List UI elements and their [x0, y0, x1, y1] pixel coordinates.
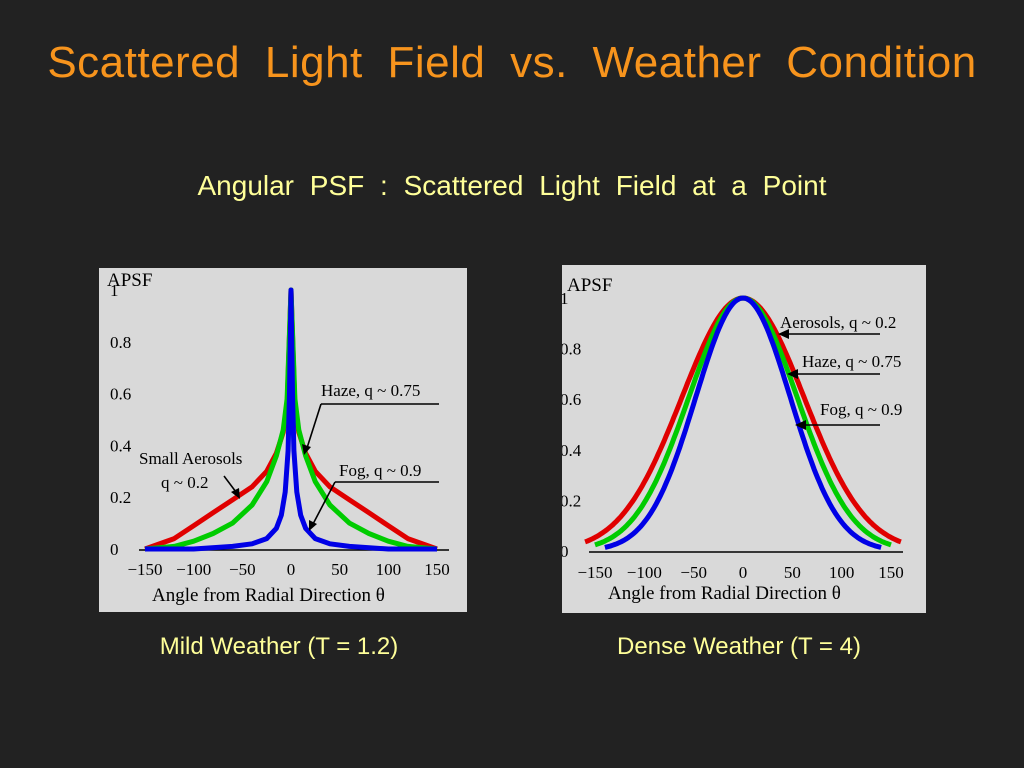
x-axis-label: Angle from Radial Direction θ	[608, 583, 841, 604]
x-tick-label: 0	[287, 560, 296, 579]
aerosols-annotation-line2: q ~ 0.2	[161, 473, 208, 492]
dense-weather-chart-panel: 0 0.2 0.4 0.6 0.8 1 −150 −100 −50 0 50 100 150 APSF An…	[562, 265, 926, 613]
aerosols-arrow	[223, 475, 237, 493]
aerosols-arrowhead	[778, 329, 789, 339]
slide-title: Scattered Light Field vs. Weather Condit…	[47, 38, 977, 87]
x-tick-label: 50	[331, 560, 348, 579]
y-tick-label: 0.8	[562, 340, 581, 359]
x-tick-label: 0	[739, 563, 748, 582]
haze-curve	[594, 295, 892, 548]
x-tick-label: −150	[577, 563, 612, 582]
fog-curve	[145, 287, 437, 552]
mild-weather-chart-panel: 0 0.2 0.4 0.6 0.8 1 −150 −100 −50 0 50 100 150 APSF An…	[99, 268, 467, 612]
y-tick-label: 0.2	[110, 488, 131, 507]
aerosols-arrowhead	[231, 488, 240, 499]
haze-annotation: Haze, q ~ 0.75	[321, 381, 420, 400]
x-axis-label: Angle from Radial Direction θ	[152, 585, 385, 606]
y-axis-label: APSF	[567, 275, 612, 296]
y-tick-label: 0.4	[110, 436, 132, 455]
fog-curve	[604, 295, 882, 550]
x-tick-label: −150	[127, 560, 162, 579]
x-tick-label: −50	[229, 560, 256, 579]
dense-weather-chart: 0 0.2 0.4 0.6 0.8 1 −150 −100 −50 0 50 100 150 APSF An…	[562, 275, 904, 604]
haze-arrowhead	[787, 369, 798, 379]
x-tick-label: 100	[829, 563, 855, 582]
x-tick-label: −50	[680, 563, 707, 582]
y-tick-label: 0.6	[562, 390, 581, 409]
mild-weather-chart: 0 0.2 0.4 0.6 0.8 1 −150 −100 −50 0 50 100 150 APSF An…	[107, 270, 450, 606]
x-tick-label: −100	[627, 563, 662, 582]
fog-arrow	[312, 481, 336, 525]
y-tick-label: 1	[562, 289, 569, 308]
y-tick-label: 0.6	[110, 385, 131, 404]
x-tick-label: 100	[376, 560, 402, 579]
dense-weather-caption: Dense Weather (T = 4)	[617, 633, 861, 660]
x-tick-label: 50	[784, 563, 801, 582]
slide-subtitle: Angular PSF : Scattered Light Field at a…	[197, 170, 827, 201]
y-tick-label: 0	[110, 540, 119, 559]
fog-annotation: Fog, q ~ 0.9	[339, 461, 421, 480]
y-axis-label: APSF	[107, 270, 152, 291]
haze-arrowhead	[302, 444, 311, 455]
x-tick-label: 150	[424, 560, 450, 579]
aerosols-annotation-line1: Small Aerosols	[139, 449, 242, 468]
aerosols-annotation: Aerosols, q ~ 0.2	[780, 313, 896, 332]
haze-annotation: Haze, q ~ 0.75	[802, 352, 901, 371]
mild-weather-caption: Mild Weather (T = 1.2)	[159, 633, 399, 660]
y-tick-label: 1	[110, 281, 119, 300]
haze-arrow	[306, 403, 322, 449]
fog-annotation: Fog, q ~ 0.9	[820, 400, 902, 419]
fog-arrowhead	[309, 520, 317, 531]
y-tick-label: 0.2	[562, 491, 581, 510]
x-tick-label: 150	[878, 563, 904, 582]
fog-arrowhead	[795, 420, 806, 430]
x-tick-label: −100	[176, 560, 211, 579]
y-tick-label: 0	[562, 542, 569, 561]
y-tick-label: 0.4	[562, 441, 582, 460]
y-tick-label: 0.8	[110, 333, 131, 352]
